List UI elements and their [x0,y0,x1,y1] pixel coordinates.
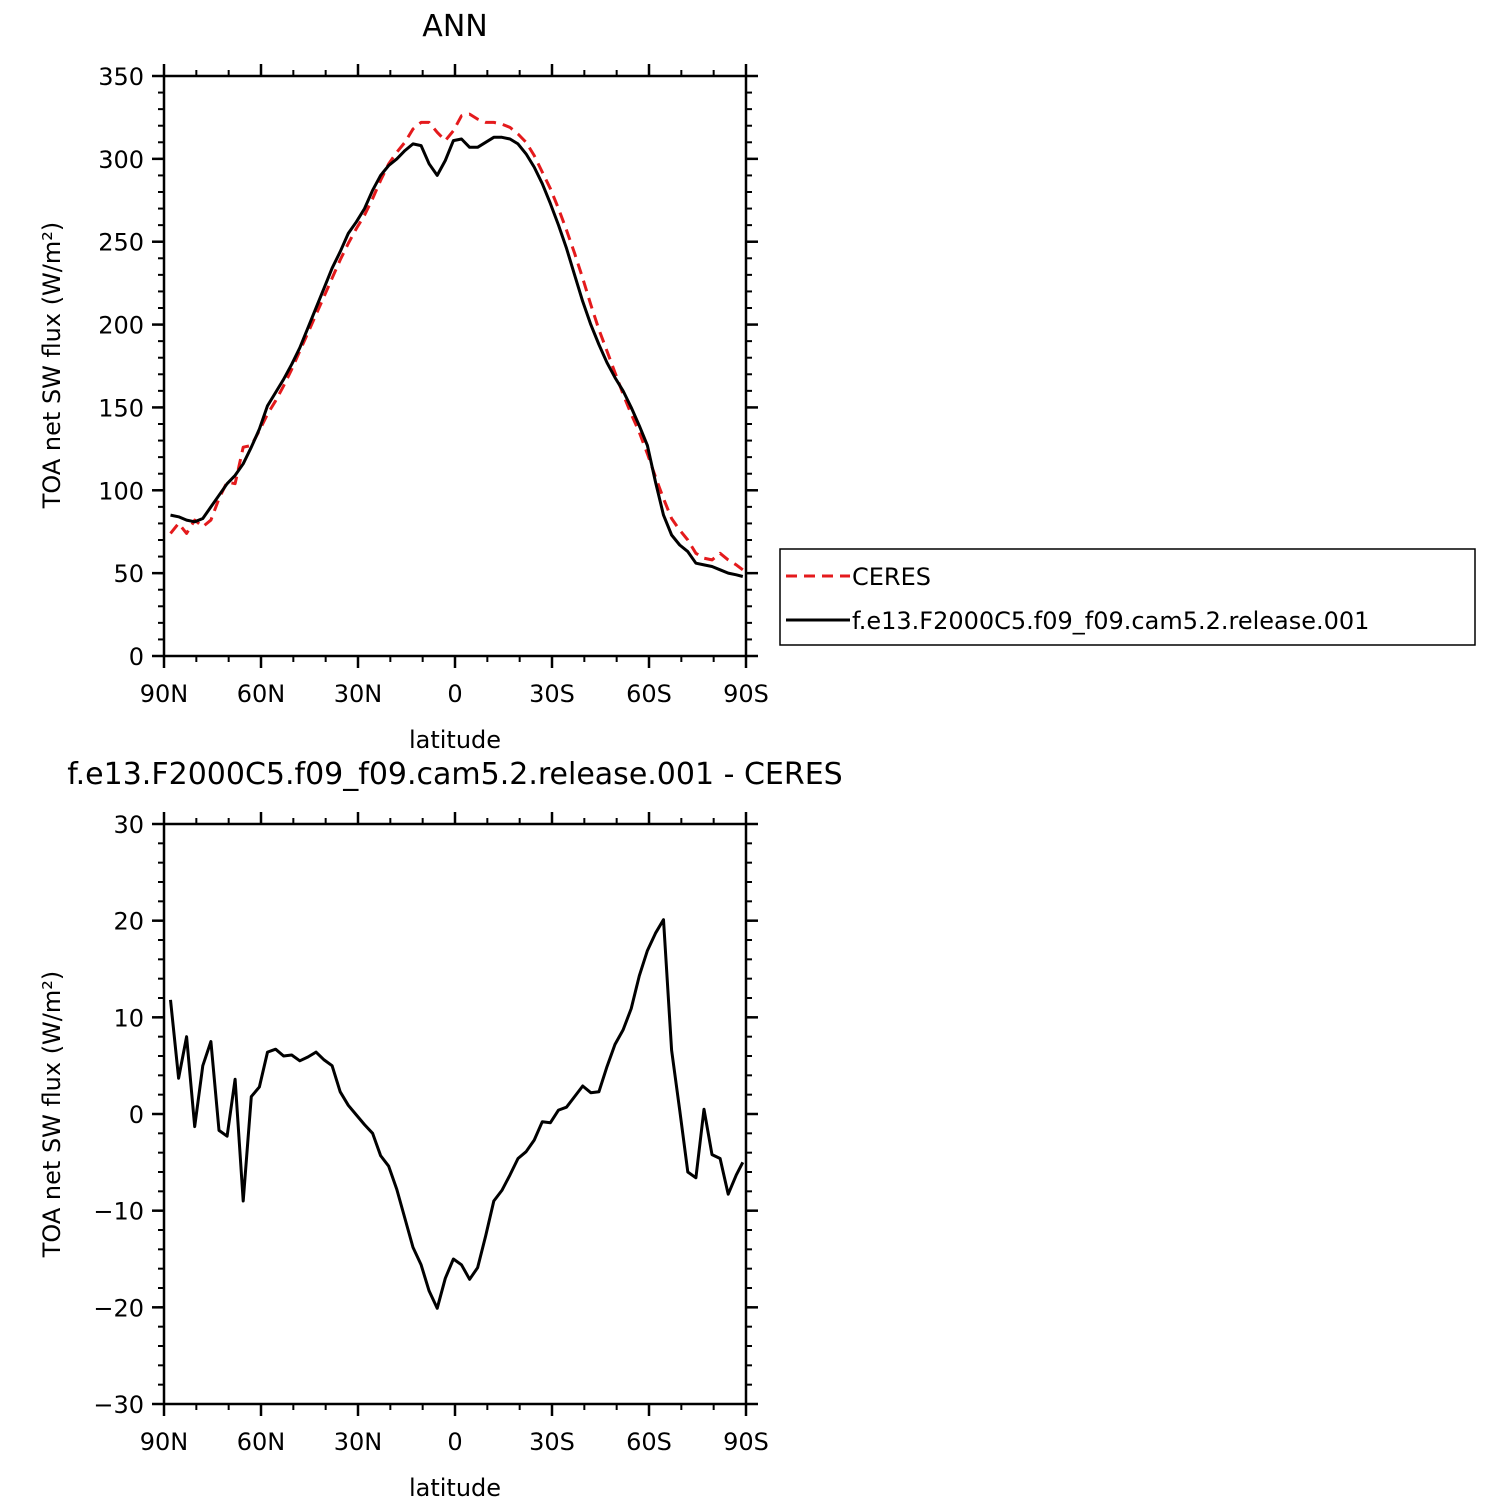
y-tick-label: 100 [98,477,144,505]
y-tick-label: −10 [93,1198,144,1226]
y-tick-label: −20 [93,1294,144,1322]
y-tick-label: 150 [98,394,144,422]
y-tick-label: 30 [113,811,144,839]
x-tick-label: 60S [626,680,672,708]
legend-label-model: f.e13.F2000C5.f09_f09.cam5.2.release.001 [852,607,1369,635]
legend: CERES f.e13.F2000C5.f09_f09.cam5.2.relea… [779,548,1476,646]
x-tick-label: 30N [334,1428,383,1456]
x-tick-label: 90N [140,1428,189,1456]
series-lines [169,918,745,1310]
y-tick-label: 50 [113,560,144,588]
y-tick-label: 200 [98,312,144,340]
y-tick-label: 0 [129,1101,144,1129]
legend-box [779,548,1476,646]
x-tick-label: 30S [529,680,575,708]
plot-frame [162,74,748,658]
chart-title: f.e13.F2000C5.f09_f09.cam5.2.release.001… [67,757,842,792]
series-line-1 [170,135,744,578]
y-tick-label: −30 [93,1391,144,1419]
series-line-0 [169,918,745,1310]
x-tick-label: 0 [447,680,462,708]
x-axis-label: latitude [409,726,501,754]
legend-label-ceres: CERES [852,563,931,591]
x-tick-label: 30S [529,1428,575,1456]
y-axis-label: TOA net SW flux (W/m²) [38,222,66,510]
y-tick-label: 350 [98,63,144,91]
y-axis-label: TOA net SW flux (W/m²) [38,971,66,1259]
plot-frame [162,822,748,1406]
series-lines [169,112,744,578]
axis-ticks: 90N 60N 30N 0 30S 60S 90S 0 50 100 150 200 250 300 350 [98,63,769,708]
mean-flux-chart: ANN latitude TOA net SW flux (W/m²) 90N 6… [38,9,769,754]
series-line-0 [169,112,744,571]
x-tick-label: 30N [334,680,383,708]
y-tick-label: 20 [113,908,144,936]
x-tick-label: 90S [723,680,769,708]
x-tick-label: 60N [237,680,286,708]
x-tick-label: 60N [237,1428,286,1456]
x-tick-label: 90N [140,680,189,708]
y-tick-label: 300 [98,146,144,174]
difference-chart: f.e13.F2000C5.f09_f09.cam5.2.release.001… [38,757,843,1502]
x-tick-label: 0 [447,1428,462,1456]
chart-title: ANN [422,9,487,44]
y-tick-label: 10 [113,1004,144,1032]
x-tick-label: 90S [723,1428,769,1456]
x-tick-label: 60S [626,1428,672,1456]
y-tick-label: 250 [98,229,144,257]
x-axis-label: latitude [409,1474,501,1502]
y-tick-label: 0 [129,643,144,671]
axis-ticks: 90N 60N 30N 0 30S 60S 90S −30 −20 −10 0 10 20 30 [93,811,769,1456]
